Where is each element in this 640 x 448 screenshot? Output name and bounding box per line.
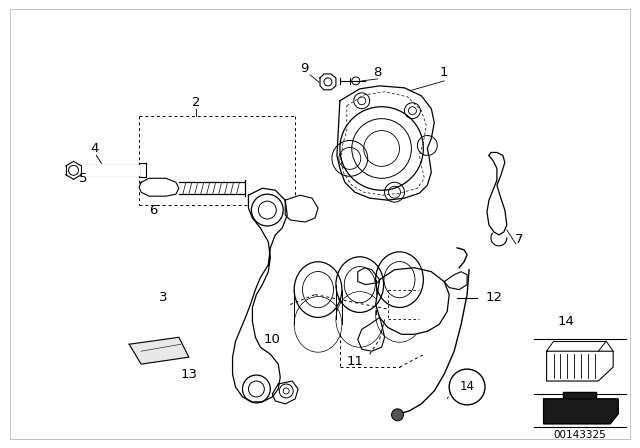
Polygon shape [376, 268, 449, 334]
Polygon shape [285, 195, 318, 222]
Text: 4: 4 [90, 142, 99, 155]
Text: 3: 3 [159, 291, 167, 304]
Text: 00143325: 00143325 [553, 430, 605, 439]
Polygon shape [129, 337, 189, 364]
Polygon shape [320, 74, 336, 90]
Text: 12: 12 [485, 291, 502, 304]
Polygon shape [547, 351, 613, 381]
Polygon shape [487, 152, 507, 235]
Polygon shape [232, 188, 287, 402]
Polygon shape [543, 399, 618, 424]
Text: 10: 10 [264, 333, 281, 346]
Text: 13: 13 [180, 367, 197, 380]
Text: 9: 9 [300, 62, 308, 75]
Polygon shape [337, 86, 435, 200]
Text: 14: 14 [460, 380, 475, 393]
Text: 8: 8 [374, 66, 382, 79]
Text: 2: 2 [191, 96, 200, 109]
Text: 1: 1 [440, 66, 449, 79]
Text: 5: 5 [79, 172, 88, 185]
Text: 14: 14 [558, 315, 575, 328]
Polygon shape [139, 178, 179, 196]
Polygon shape [563, 392, 596, 399]
Text: 11: 11 [346, 355, 364, 368]
Text: 7: 7 [515, 233, 523, 246]
Polygon shape [272, 381, 298, 404]
Circle shape [392, 409, 403, 421]
Text: 6: 6 [149, 203, 157, 216]
